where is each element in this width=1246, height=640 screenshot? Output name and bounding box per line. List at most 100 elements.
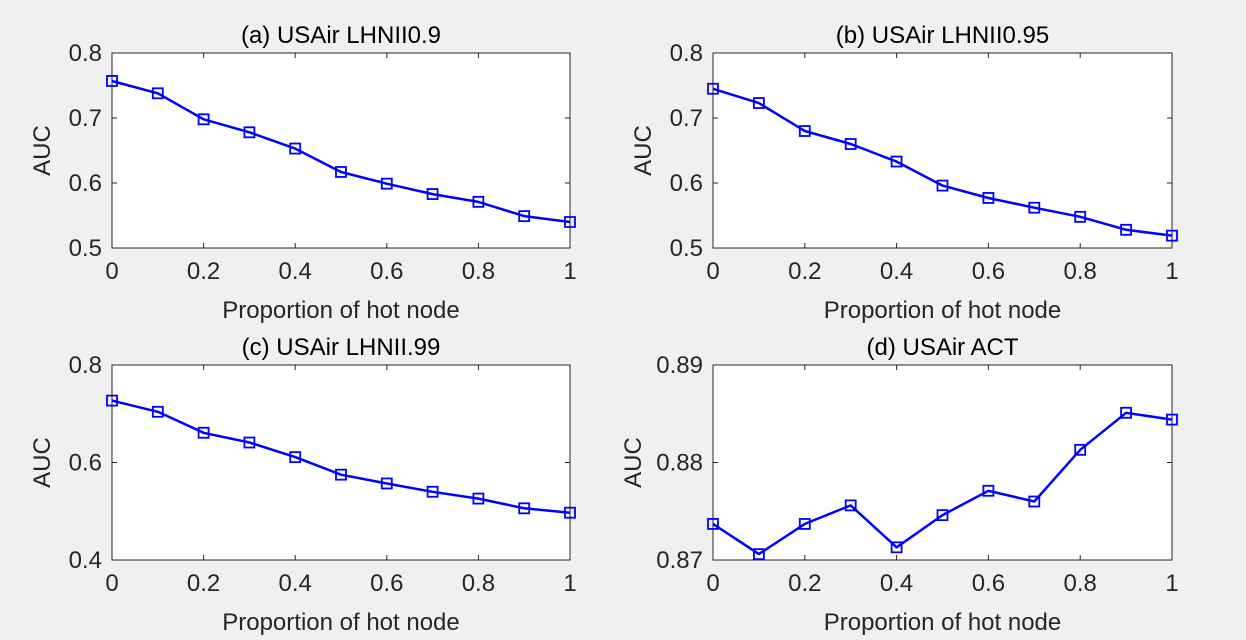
series-line (712, 87, 1173, 237)
series-line (712, 411, 1173, 556)
chart-title: (a) USAir LHNII0.9 (241, 22, 441, 49)
data-point (936, 179, 949, 192)
data-point (197, 113, 210, 126)
data-point (426, 485, 439, 498)
plot-area (712, 52, 1173, 249)
x-tick-label: 0.6 (972, 258, 1005, 285)
data-point (197, 426, 210, 439)
x-tick-label: 1 (563, 570, 576, 597)
x-tick-label: 1 (563, 258, 576, 285)
subplot-2: 0 0.2 0.4 0.6 0.8 1 0.4 0.6 0.8 (c) USAir LHNII.9… (29, 334, 577, 636)
y-tick-label: 0.4 (69, 547, 102, 574)
plot-area (111, 52, 571, 249)
x-tick-label: 0.4 (279, 570, 312, 597)
data-point (1074, 210, 1087, 223)
data-point (426, 188, 439, 200)
x-axis-label: Proportion of hot node (824, 297, 1062, 324)
data-point (1166, 229, 1178, 242)
x-tick-label: 0.8 (1064, 570, 1097, 597)
data-point (753, 97, 765, 109)
data-point (936, 509, 949, 522)
y-axis-label: AUC (630, 125, 657, 176)
x-tick-label: 0.6 (370, 258, 403, 285)
data-point (753, 548, 765, 561)
x-tick-label: 0.8 (1064, 258, 1097, 285)
data-point (106, 394, 118, 407)
data-point (982, 192, 995, 204)
data-point (564, 506, 576, 519)
x-axis-label: Proportion of hot node (222, 297, 460, 324)
y-tick-label: 0.87 (656, 547, 703, 574)
y-tick-label: 0.8 (69, 352, 102, 379)
x-tick-label: 0.2 (187, 570, 220, 597)
data-point (1120, 223, 1132, 236)
plot-area (712, 364, 1173, 561)
y-axis-label: AUC (620, 437, 647, 488)
data-point (707, 82, 719, 95)
x-tick-label: 0.6 (972, 570, 1005, 597)
chart-title: (b) USAir LHNII0.95 (836, 22, 1049, 49)
data-point (564, 216, 576, 228)
series-line (111, 399, 571, 514)
data-point (380, 177, 393, 190)
x-tick-label: 0 (706, 570, 719, 597)
data-point (844, 499, 857, 512)
x-tick-label: 0.4 (279, 258, 312, 285)
y-tick-label: 0.7 (69, 105, 102, 132)
data-point (798, 518, 811, 530)
data-point (1028, 495, 1041, 508)
subplot-0: 0 0.2 0.4 0.6 0.8 1 0.5 0.6 0.7 0.8 (a) USAir LHNI… (29, 22, 577, 324)
y-tick-label: 0.89 (656, 352, 703, 379)
data-point (518, 210, 531, 223)
y-tick-label: 0.6 (69, 450, 102, 477)
data-point (151, 405, 164, 418)
data-point (151, 87, 164, 100)
y-tick-label: 0.5 (69, 235, 102, 262)
x-tick-label: 0 (105, 570, 118, 597)
x-tick-label: 0 (105, 258, 118, 285)
y-axis-label: AUC (29, 125, 56, 176)
x-tick-label: 1 (1165, 258, 1178, 285)
y-tick-label: 0.5 (670, 235, 703, 262)
y-tick-label: 0.8 (670, 40, 703, 67)
x-tick-label: 0.2 (187, 258, 220, 285)
data-point (518, 502, 531, 515)
data-point (798, 125, 811, 137)
x-tick-label: 0.8 (462, 570, 495, 597)
data-point (707, 518, 719, 530)
data-point (1028, 201, 1041, 214)
x-axis-label: Proportion of hot node (824, 609, 1062, 636)
plot-area (111, 364, 571, 561)
data-point (243, 436, 256, 449)
data-point (289, 451, 302, 464)
x-tick-label: 0.4 (880, 258, 913, 285)
y-tick-label: 0.6 (69, 170, 102, 197)
data-point (472, 195, 485, 208)
y-tick-label: 0.88 (656, 450, 703, 477)
data-point (1166, 413, 1178, 426)
data-point (243, 126, 256, 139)
y-tick-label: 0.8 (69, 40, 102, 67)
data-point (335, 468, 347, 481)
subplot-1: 0 0.2 0.4 0.6 0.8 1 0.5 0.6 0.7 0.8 (b) USAir LHNI… (630, 22, 1179, 324)
x-tick-label: 0.2 (788, 258, 821, 285)
data-point (289, 142, 302, 155)
chart-title: (d) USAir ACT (866, 334, 1018, 361)
data-point (472, 492, 485, 505)
subplot-3: 0 0.2 0.4 0.6 0.8 1 0.87 0.88 0.89 (d) USAir ACT P… (620, 334, 1179, 636)
data-point (106, 75, 118, 87)
data-point (1120, 406, 1132, 419)
x-tick-label: 0 (706, 258, 719, 285)
x-axis-label: Proportion of hot node (222, 609, 460, 636)
y-axis-label: AUC (29, 437, 56, 488)
x-tick-label: 0.4 (880, 570, 913, 597)
y-tick-label: 0.7 (670, 105, 703, 132)
data-point (1074, 443, 1087, 456)
x-tick-label: 0.2 (788, 570, 821, 597)
x-tick-label: 0.8 (462, 258, 495, 285)
data-point (982, 484, 995, 497)
y-tick-label: 0.6 (670, 170, 703, 197)
data-point (890, 155, 903, 168)
data-point (844, 138, 857, 150)
